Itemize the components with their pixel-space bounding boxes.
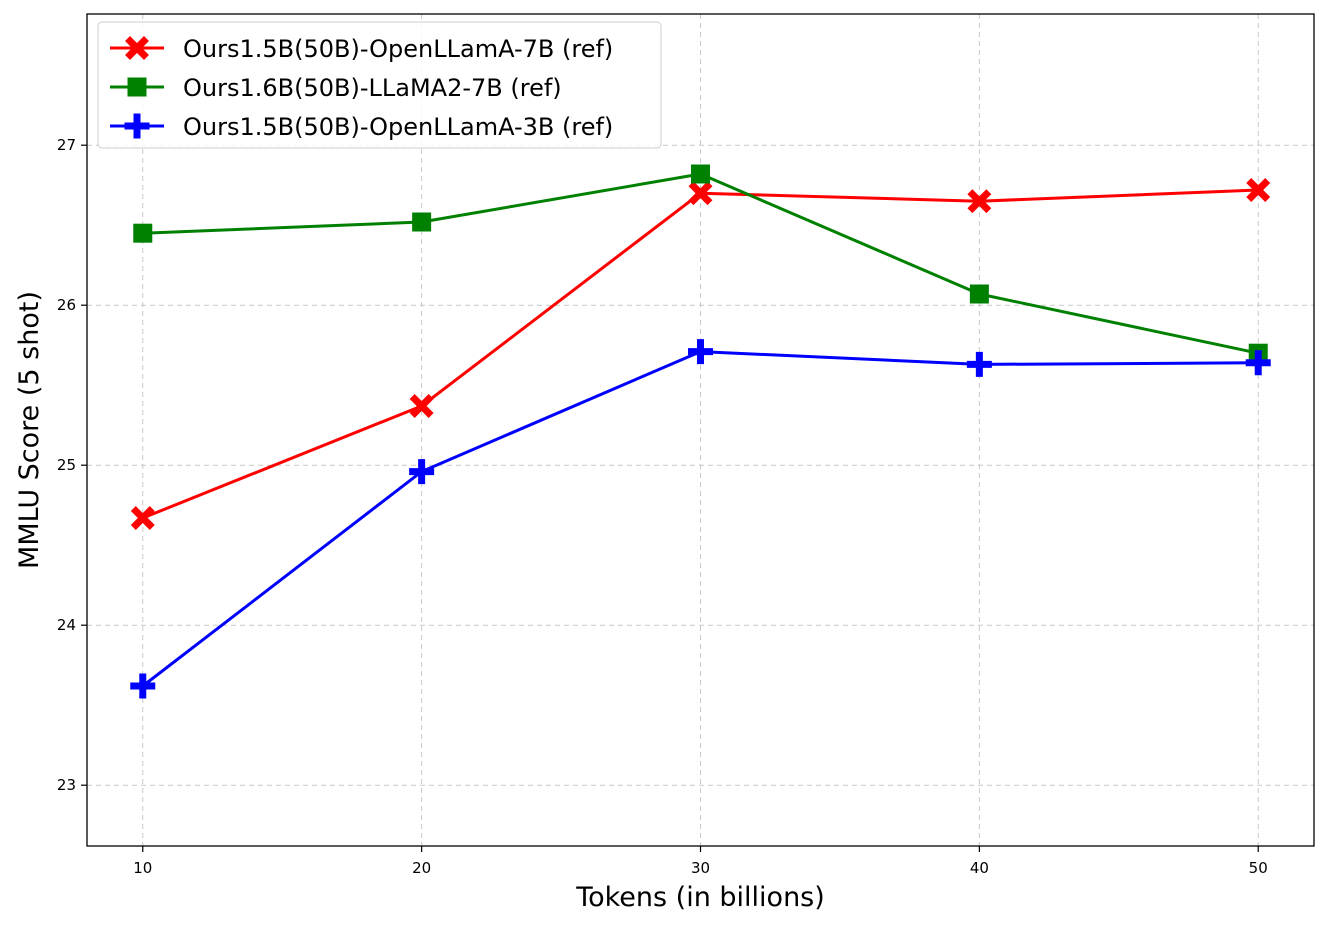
grid — [87, 14, 1314, 846]
y-axis-label: MMLU Score (5 shot) — [14, 291, 45, 569]
data-point — [969, 284, 989, 304]
legend-label: Ours1.6B(50B)-LLaMA2-7B (ref) — [183, 74, 562, 102]
legend-item: Ours1.6B(50B)-LLaMA2-7B (ref) — [110, 74, 562, 102]
data-point — [967, 189, 992, 214]
legend-marker — [125, 36, 149, 60]
data-point — [688, 181, 713, 206]
y-axis: 23 24 25 26 27 — [57, 136, 87, 794]
series-3 — [130, 339, 1271, 699]
series-layer — [130, 164, 1271, 699]
y-tick-label: 26 — [57, 296, 76, 314]
x-tick-label: 10 — [133, 859, 152, 877]
series-2 — [133, 164, 1268, 363]
data-point — [130, 673, 156, 699]
y-tick-label: 27 — [57, 136, 76, 154]
data-point — [130, 506, 155, 530]
y-tick-label: 25 — [57, 456, 76, 474]
legend-marker — [124, 113, 150, 139]
legend-marker — [127, 77, 147, 97]
series-1 — [130, 178, 1271, 530]
series-line — [142, 172, 1259, 355]
data-point — [1245, 350, 1271, 376]
data-point — [691, 164, 710, 184]
legend-item: Ours1.5B(50B)-OpenLLamA-3B (ref) — [110, 113, 613, 141]
legend: Ours1.5B(50B)-OpenLLamA-7B (ref) Ours1.6B… — [97, 21, 662, 149]
data-point — [688, 339, 713, 365]
legend-item: Ours1.5B(50B)-OpenLLamA-7B (ref) — [110, 35, 613, 63]
legend-label: Ours1.5B(50B)-OpenLLamA-7B (ref) — [183, 35, 613, 63]
data-point — [409, 394, 434, 418]
x-tick-label: 20 — [412, 859, 431, 877]
x-axis-label: Tokens (in billions) — [575, 882, 825, 913]
y-tick-label: 24 — [57, 616, 76, 634]
x-tick-label: 50 — [1249, 859, 1268, 877]
x-tick-label: 30 — [691, 859, 710, 877]
legend-label: Ours1.5B(50B)-OpenLLamA-3B (ref) — [183, 113, 613, 141]
x-axis: 10 20 30 40 50 — [133, 846, 1268, 877]
x-tick-label: 40 — [970, 859, 989, 877]
data-point — [966, 351, 992, 377]
data-point — [1246, 178, 1271, 202]
legend-box — [97, 21, 662, 149]
data-point — [409, 459, 435, 485]
data-point — [133, 223, 153, 243]
y-tick-label: 23 — [57, 776, 76, 794]
data-point — [412, 212, 432, 232]
